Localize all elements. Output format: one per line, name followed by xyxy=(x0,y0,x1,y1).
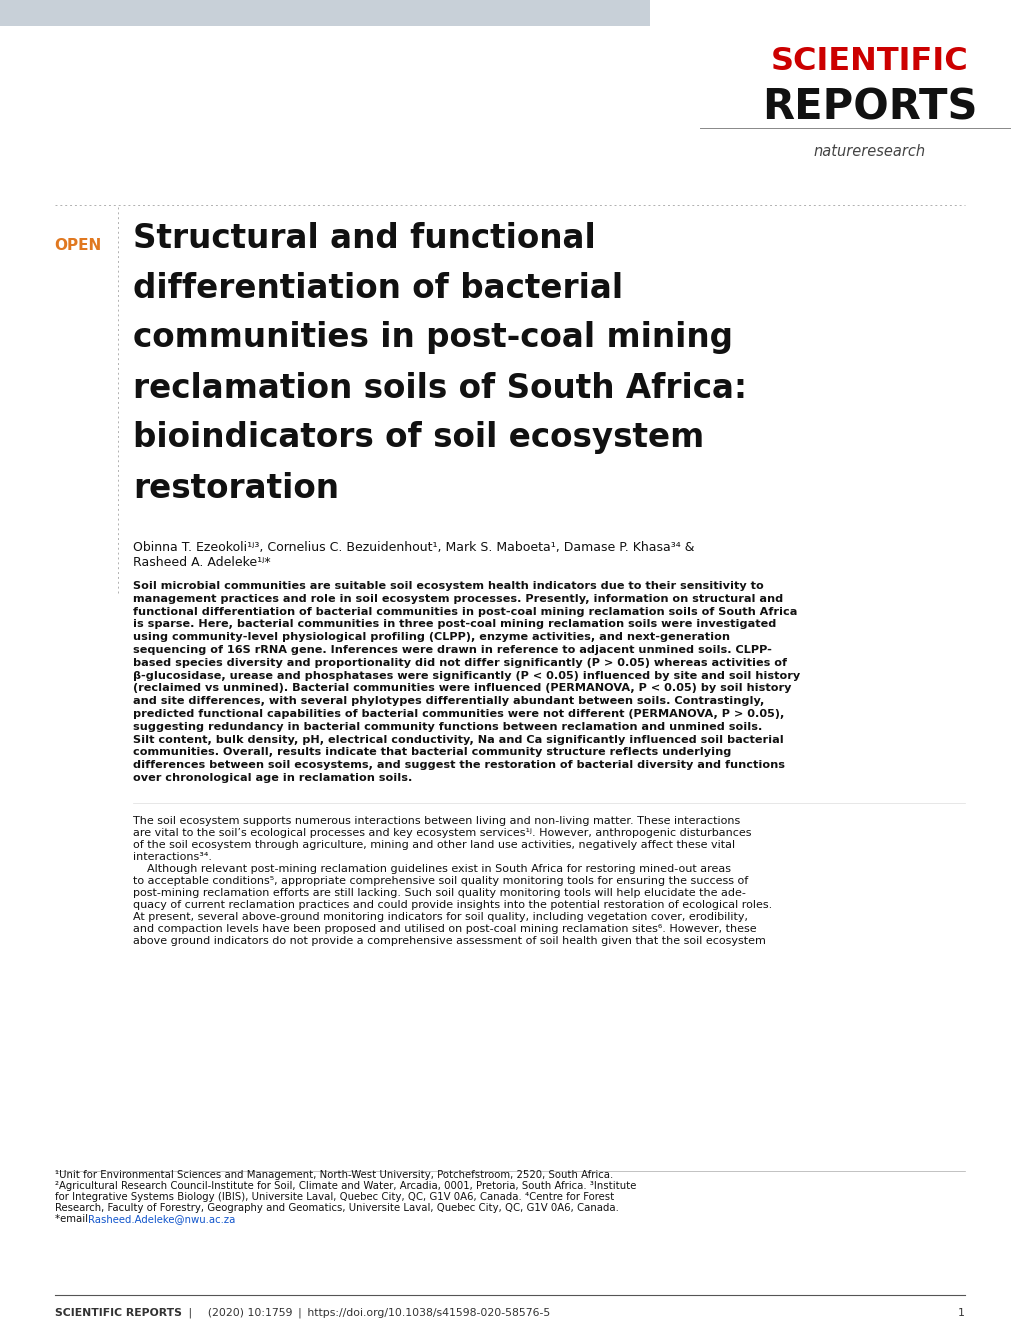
Text: (2020) 10:1759  |  https://doi.org/10.1038/s41598-020-58576-5: (2020) 10:1759 | https://doi.org/10.1038… xyxy=(197,1308,549,1319)
Text: post-mining reclamation efforts are still lacking. Such soil quality monitoring : post-mining reclamation efforts are stil… xyxy=(132,888,745,898)
Text: www.nature.com/scientificreports: www.nature.com/scientificreports xyxy=(802,8,989,17)
Text: using community-level physiological profiling (CLPP), enzyme activities, and nex: using community-level physiological prof… xyxy=(132,632,730,642)
Text: |: | xyxy=(184,1308,192,1319)
Text: communities in post-coal mining: communities in post-coal mining xyxy=(132,322,733,355)
Text: Silt content, bulk density, pH, electrical conductivity, Na and Ca significantly: Silt content, bulk density, pH, electric… xyxy=(132,734,783,745)
Text: management practices and role in soil ecosystem processes. Presently, informatio: management practices and role in soil ec… xyxy=(132,594,783,604)
Bar xyxy=(649,0,1019,185)
Text: REPORTS: REPORTS xyxy=(761,87,977,129)
Text: are vital to the soil’s ecological processes and key ecosystem services¹ʲ. Howev: are vital to the soil’s ecological proce… xyxy=(132,828,751,838)
Text: ²Agricultural Research Council-Institute for Soil, Climate and Water, Arcadia, 0: ²Agricultural Research Council-Institute… xyxy=(55,1181,636,1191)
Text: *email:: *email: xyxy=(55,1214,95,1223)
Text: and site differences, with several phylotypes differentially abundant between so: and site differences, with several phylo… xyxy=(132,697,763,706)
Text: Obinna T. Ezeokoli¹ʲ³, Cornelius C. Bezuidenhout¹, Mark S. Maboeta¹, Damase P. K: Obinna T. Ezeokoli¹ʲ³, Cornelius C. Bezu… xyxy=(132,541,694,555)
Text: SCIENTIFIC: SCIENTIFIC xyxy=(770,47,968,78)
Text: of the soil ecosystem through agriculture, mining and other land use activities,: of the soil ecosystem through agricultur… xyxy=(132,840,735,850)
Text: and compaction levels have been proposed and utilised on post-coal mining reclam: and compaction levels have been proposed… xyxy=(132,923,756,934)
Text: to acceptable conditions⁵, appropriate comprehensive soil quality monitoring too: to acceptable conditions⁵, appropriate c… xyxy=(132,876,748,886)
Text: Soil microbial communities are suitable soil ecosystem health indicators due to : Soil microbial communities are suitable … xyxy=(132,582,763,591)
Text: Rasheed.Adeleke@nwu.ac.za: Rasheed.Adeleke@nwu.ac.za xyxy=(88,1214,235,1223)
Text: OPEN: OPEN xyxy=(54,239,102,253)
Text: Rasheed A. Adeleke¹ʲ*: Rasheed A. Adeleke¹ʲ* xyxy=(132,556,270,570)
Text: quacy of current reclamation practices and could provide insights into the poten: quacy of current reclamation practices a… xyxy=(132,899,771,910)
Text: predicted functional capabilities of bacterial communities were not different (P: predicted functional capabilities of bac… xyxy=(132,709,784,720)
Text: The soil ecosystem supports numerous interactions between living and non-living : The soil ecosystem supports numerous int… xyxy=(132,816,740,825)
Text: ¹Unit for Environmental Sciences and Management, North-West University, Potchefs: ¹Unit for Environmental Sciences and Man… xyxy=(55,1170,612,1181)
Text: natureresearch: natureresearch xyxy=(813,145,925,159)
Text: suggesting redundancy in bacterial community functions between reclamation and u: suggesting redundancy in bacterial commu… xyxy=(132,722,761,732)
Text: reclamation soils of South Africa:: reclamation soils of South Africa: xyxy=(132,371,746,405)
Text: At present, several above-ground monitoring indicators for soil quality, includi: At present, several above-ground monitor… xyxy=(132,911,747,922)
Text: interactions³⁴.: interactions³⁴. xyxy=(132,852,212,862)
Text: 1: 1 xyxy=(957,1308,964,1319)
Text: Research, Faculty of Forestry, Geography and Geomatics, Universite Laval, Quebec: Research, Faculty of Forestry, Geography… xyxy=(55,1203,619,1213)
Text: is sparse. Here, bacterial communities in three post-coal mining reclamation soi: is sparse. Here, bacterial communities i… xyxy=(132,619,775,630)
Text: β-glucosidase, urease and phosphatases were significantly (P < 0.05) influenced : β-glucosidase, urease and phosphatases w… xyxy=(132,670,800,681)
Bar xyxy=(0,0,1019,25)
Text: Although relevant post-mining reclamation guidelines exist in South Africa for r: Although relevant post-mining reclamatio… xyxy=(132,864,731,874)
Text: Structural and functional: Structural and functional xyxy=(132,221,595,255)
Text: functional differentiation of bacterial communities in post-coal mining reclamat: functional differentiation of bacterial … xyxy=(132,607,797,616)
Text: SCIENTIFIC REPORTS: SCIENTIFIC REPORTS xyxy=(55,1308,181,1319)
Text: above ground indicators do not provide a comprehensive assessment of soil health: above ground indicators do not provide a… xyxy=(132,935,765,946)
Text: (reclaimed vs unmined). Bacterial communities were influenced (PERMANOVA, P < 0.: (reclaimed vs unmined). Bacterial commun… xyxy=(132,683,791,693)
Text: restoration: restoration xyxy=(132,472,338,504)
Text: for Integrative Systems Biology (IBIS), Universite Laval, Quebec City, QC, G1V 0: for Integrative Systems Biology (IBIS), … xyxy=(55,1193,613,1202)
Text: over chronological age in reclamation soils.: over chronological age in reclamation so… xyxy=(132,773,412,783)
Text: bioindicators of soil ecosystem: bioindicators of soil ecosystem xyxy=(132,422,703,454)
Text: sequencing of 16S rRNA gene. Inferences were drawn in reference to adjacent unmi: sequencing of 16S rRNA gene. Inferences … xyxy=(132,645,771,655)
Text: communities. Overall, results indicate that bacterial community structure reflec: communities. Overall, results indicate t… xyxy=(132,748,731,757)
Text: based species diversity and proportionality did not differ significantly (P > 0.: based species diversity and proportional… xyxy=(132,658,787,667)
Text: differentiation of bacterial: differentiation of bacterial xyxy=(132,272,623,304)
Text: differences between soil ecosystems, and suggest the restoration of bacterial di: differences between soil ecosystems, and… xyxy=(132,760,785,770)
